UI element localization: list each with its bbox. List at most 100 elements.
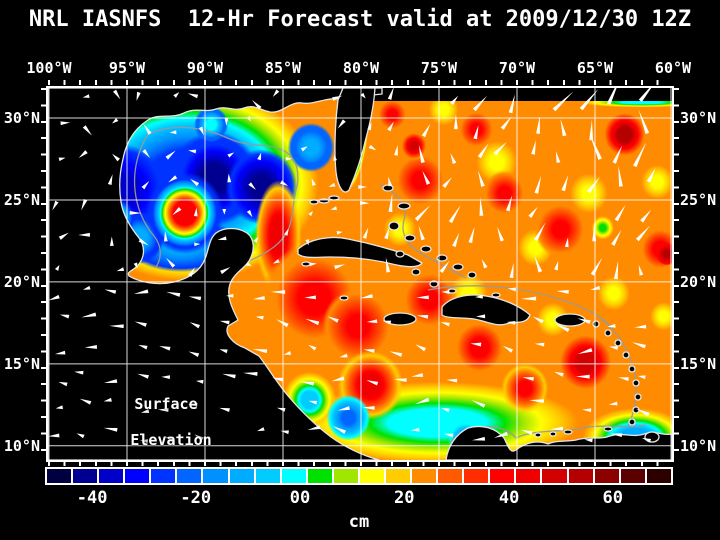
island [632,406,640,414]
colorbar-cell [540,469,567,483]
colorbar-cell [47,469,72,483]
island [467,271,477,279]
island [420,245,432,253]
island [563,429,573,435]
island [395,250,405,258]
colorbar-cell [410,469,437,483]
left-degree-ticks [41,88,46,460]
land-masses [48,88,672,460]
field-blob-atlantic-strong-high [601,109,648,159]
colorbar-tick-label: 20 [393,488,415,508]
field-blob-blake-high [376,98,408,132]
colorbar-cell [384,469,411,483]
lat-tick-label-left: 30°N [3,108,40,127]
lat-tick-label-left: 20°N [3,272,40,291]
field-blob-atlantic-yellow-4 [567,170,611,217]
island [592,320,600,328]
field-variable-label-line1: Surface [134,395,198,413]
colorbar-cell [71,469,98,483]
island [301,261,311,267]
colorbar-cell [488,469,515,483]
lon-tick-label: 70°W [498,59,536,77]
top-degree-ticks [48,80,672,85]
island [429,280,439,288]
field-blob-atlantic-high-2 [482,170,527,217]
field-blob-ne-gulf-shelf-spot [194,106,229,143]
plot-title: NRL IASNFS 12-Hr Forecast valid at 2009/… [28,7,692,32]
island [622,351,630,359]
colorbar-tick-label: 60 [602,488,623,508]
colorbar-cell [201,469,228,483]
lon-tick-label: 80°W [342,59,380,77]
colorbar-tick-label: -40 [76,488,108,508]
land-florida [334,88,376,193]
field-blob-atlantic-high-1 [393,152,447,209]
land-cuba [297,236,423,268]
island [634,393,642,401]
field-blob-caribbean-yellow-4 [648,299,672,333]
island [452,263,464,271]
field-blob-west-florida-shelf [287,122,335,173]
colorbar-cell [175,469,202,483]
field-blob-aves-ridge-high [556,331,616,394]
field-blob-caribbean-yellow-3 [595,273,633,314]
colorbar-tick-label: 40 [498,488,520,508]
current-vector-arrows [48,88,657,443]
field-blob-atlantic-yellow-5 [638,162,672,202]
field-blob-caribbean-yellow-1 [381,209,419,250]
graticule-grid-lines [48,88,672,460]
land-mainland-west [48,88,383,460]
island [309,199,319,205]
island [491,292,501,298]
colorbar-cell [462,469,489,483]
lat-tick-label-left: 25°N [3,190,40,209]
right-degree-ticks [674,88,679,460]
model-domain-boundary [354,88,672,101]
colorbar-cell [279,469,306,483]
field-blob-atlantic-dark-spot [655,242,672,266]
lat-tick-label-right: 30°N [680,108,717,127]
lat-tick-label-right: 20°N [680,272,717,291]
field-blob-venezuela-basin-high [501,363,549,413]
island [404,234,416,242]
lon-tick-label: 65°W [576,59,614,77]
island [382,184,394,192]
colorbar-cell [123,469,150,483]
colorbar-cell [97,469,124,483]
colorbar-cell [644,469,671,483]
lon-tick-label: 95°W [108,59,146,77]
lon-tick-label: 85°W [264,59,302,77]
island [604,329,612,337]
island [383,312,417,326]
island [388,221,400,231]
bottom-degree-ticks [48,462,672,466]
island [628,418,636,426]
colorbar-cell [436,469,463,483]
colorbar [45,467,673,485]
colorbar-cell [149,469,176,483]
colorbar-cell [227,469,254,483]
island [628,365,636,373]
island [632,379,640,387]
field-variable-label-line2: Elevation [130,431,212,449]
island [436,254,448,262]
island [411,268,421,276]
island [614,339,622,347]
lat-tick-label-left: 15°N [3,354,40,373]
lat-tick-label-left: 10°N [3,436,40,455]
colorbar-cell [592,469,619,483]
island [534,432,542,438]
colorbar-cell [566,469,593,483]
island [397,202,411,210]
lon-tick-label: 60°W [654,59,692,77]
field-blob-honduras-high [322,288,394,364]
island [554,313,586,327]
colorbar-tick-label: -20 [180,488,212,508]
colorbar-cell [331,469,358,483]
field-blob-atlantic-high-5 [457,109,496,150]
island [328,195,340,201]
lon-tick-label: 75°W [420,59,458,77]
island [549,431,557,437]
surface-elevation-field-map [48,88,672,460]
